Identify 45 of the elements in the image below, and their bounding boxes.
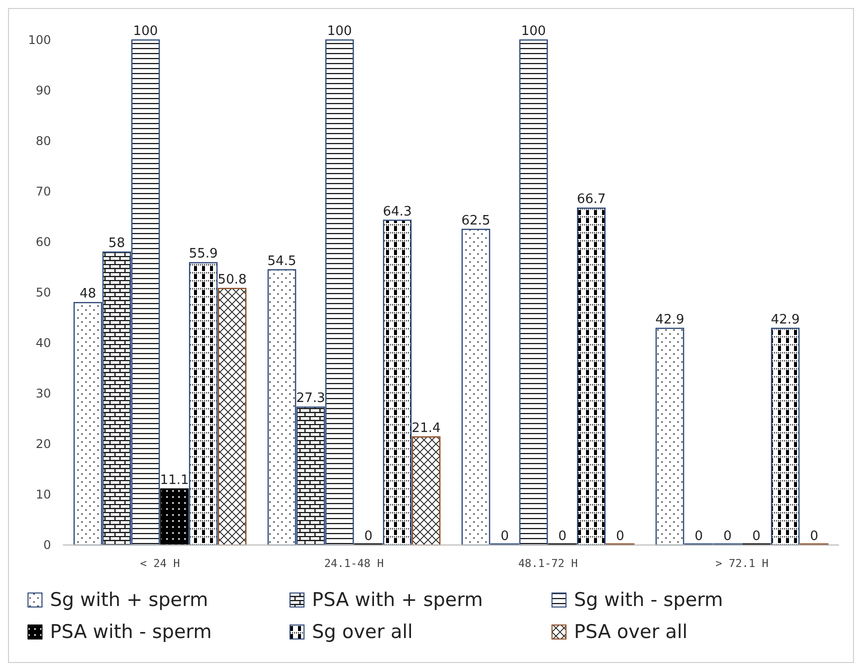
data-label: 58 xyxy=(108,236,125,252)
data-label: 0 xyxy=(810,529,818,544)
data-label: 11.1 xyxy=(160,472,189,488)
data-label: 21.4 xyxy=(412,420,441,436)
legend-label: PSA with + sperm xyxy=(312,589,483,611)
x-tick-label: < 24 H xyxy=(140,557,180,570)
data-label: 0 xyxy=(500,529,509,544)
data-label: 27.3 xyxy=(296,391,326,406)
data-label: 0 xyxy=(558,529,567,544)
x-tick-label: 48.1-72 H xyxy=(518,557,578,570)
data-label: 48 xyxy=(80,286,96,302)
y-tick-label: 40 xyxy=(36,336,51,350)
legend-label: Sg with - sperm xyxy=(574,589,724,611)
y-tick-label: 10 xyxy=(36,488,51,502)
data-label: 42.9 xyxy=(770,312,800,328)
data-label: 42.9 xyxy=(655,312,684,328)
legend-label: Sg with + sperm xyxy=(50,589,208,611)
data-label: 54.5 xyxy=(267,254,296,269)
data-label: 100 xyxy=(327,24,352,39)
data-label: 62.5 xyxy=(461,213,490,228)
y-tick-label: 20 xyxy=(36,437,51,451)
data-label: 100 xyxy=(133,24,158,39)
data-label: 64.3 xyxy=(382,204,412,220)
data-label: 0 xyxy=(694,529,703,544)
data-label: 100 xyxy=(521,24,546,39)
data-label: 50.8 xyxy=(218,272,247,288)
y-tick-label: 30 xyxy=(36,386,51,400)
data-label: 0 xyxy=(616,529,624,544)
data-label: 66.7 xyxy=(576,192,606,208)
y-tick-label: 100 xyxy=(28,33,51,47)
legend-label: PSA with - sperm xyxy=(50,621,212,643)
x-tick-label: > 72.1 H xyxy=(716,557,768,570)
legend-label: PSA over all xyxy=(574,621,688,643)
x-tick-label: 24.1-48 H xyxy=(324,557,384,570)
legend-label: Sg over all xyxy=(312,621,413,643)
y-tick-label: 80 xyxy=(36,134,51,148)
y-tick-label: 90 xyxy=(36,84,51,98)
y-tick-label: 50 xyxy=(36,286,51,300)
y-tick-label: 0 xyxy=(43,538,51,552)
data-label: 0 xyxy=(723,529,732,544)
y-tick-label: 60 xyxy=(36,235,51,249)
y-tick-label: 70 xyxy=(36,184,51,198)
data-label: 55.9 xyxy=(188,246,218,262)
data-label: 0 xyxy=(752,529,761,544)
data-label: 0 xyxy=(364,529,373,544)
